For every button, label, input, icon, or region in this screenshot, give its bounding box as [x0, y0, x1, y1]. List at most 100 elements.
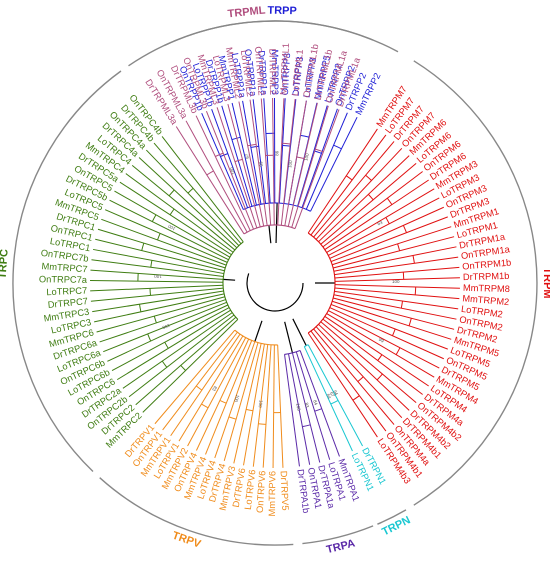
internal-node — [201, 403, 209, 409]
leaf-branch — [284, 354, 300, 467]
internal-node — [187, 187, 194, 194]
leaf-branch — [187, 337, 247, 447]
leaf-branch — [238, 101, 265, 227]
internal-node — [169, 208, 175, 216]
leaf-branch — [205, 340, 253, 455]
family-root-arc — [222, 241, 244, 320]
leaf-label: OnTRPM1b — [462, 257, 512, 271]
leaf-branch — [252, 344, 269, 467]
leaf-branch — [322, 318, 423, 395]
leaf-branch — [313, 141, 395, 238]
leaf-branch — [313, 328, 395, 425]
leaf-branch — [116, 309, 231, 381]
leaf-label: LoTRPC7 — [46, 286, 87, 298]
leaf-branch — [334, 287, 460, 300]
bootstrap-label: 100 — [167, 223, 176, 231]
internal-node — [141, 242, 145, 251]
leaf-branch — [205, 110, 254, 230]
internal-node — [282, 145, 291, 147]
leaf-branch — [263, 98, 271, 204]
leaf-branch — [334, 277, 460, 282]
leaf-branch — [99, 299, 226, 343]
leaf-branch — [287, 102, 318, 227]
leaf-branch — [170, 333, 241, 437]
leaf-branch — [138, 157, 238, 249]
leaf-branch — [291, 352, 321, 463]
leaf-label: OnTRPC7a — [39, 274, 88, 285]
internal-node — [245, 408, 253, 412]
leaf-branch — [122, 312, 233, 389]
bootstrap-label: 100 — [303, 152, 310, 161]
bootstrap-label: 67 — [329, 391, 336, 398]
internal-node — [395, 347, 401, 355]
family-label: TRPM — [541, 267, 550, 298]
family-stem — [254, 320, 263, 342]
internal-node — [400, 300, 403, 309]
leaf-branch — [201, 112, 244, 210]
root-arc-inner — [246, 273, 304, 312]
bootstrap-label: 100 — [229, 166, 236, 175]
family-bracket — [413, 60, 538, 506]
bootstrap-label: 84 — [312, 399, 318, 406]
leaf-branch — [109, 199, 229, 261]
leaf-branch — [280, 99, 296, 226]
internal-node — [151, 214, 157, 222]
leaf-branch — [299, 350, 340, 457]
leaf-label: MmTRPM8 — [463, 283, 510, 294]
leaf-branch — [135, 316, 237, 406]
internal-node — [352, 395, 360, 401]
leaf-branch — [185, 120, 248, 233]
leaf-branch — [90, 284, 224, 292]
leaf-branch — [114, 190, 231, 258]
leaf-branch — [333, 294, 457, 320]
internal-node — [376, 373, 383, 381]
leaf-label: DrTRPC7 — [47, 296, 88, 310]
internal-node — [357, 376, 364, 382]
leaf-branch — [291, 105, 329, 228]
leaf-branch — [211, 109, 249, 209]
leaf-label: MmTRPM2 — [462, 293, 510, 307]
leaf-branch — [249, 99, 268, 226]
internal-node — [333, 144, 342, 150]
leaf-branch — [277, 98, 285, 226]
internal-node — [157, 233, 161, 241]
leaf-branch — [214, 341, 256, 459]
leaf-label: DrTRPV5 — [279, 471, 291, 511]
leaf-branch — [324, 179, 429, 251]
leaf-branch — [131, 164, 236, 251]
internal-node — [153, 315, 157, 324]
leaf-branch — [221, 105, 253, 207]
leaf-branch — [95, 238, 225, 272]
leaf-branch — [305, 112, 348, 210]
family-brackets — [12, 20, 538, 546]
leaf-branch — [142, 319, 239, 413]
leaf-branch — [242, 100, 262, 205]
internal-node — [300, 134, 310, 138]
internal-node — [368, 194, 374, 201]
leaf-branch — [119, 181, 232, 256]
leaf-label: OnTRPML2 — [253, 46, 267, 96]
family-stem — [223, 278, 236, 281]
leaf-branch — [92, 290, 224, 313]
internal-node — [408, 318, 412, 326]
leaf-branch — [90, 280, 224, 283]
tree-branches — [90, 97, 460, 468]
leaf-branch — [145, 149, 240, 246]
family-bracket — [128, 20, 374, 67]
leaf-branch — [320, 321, 417, 403]
leaf-branch — [324, 315, 429, 387]
leaf-label: OnTRPP3 — [280, 53, 292, 96]
internal-node — [219, 399, 227, 404]
internal-node — [386, 197, 393, 205]
leaf-branch — [90, 287, 224, 302]
leaf-branch — [94, 293, 225, 323]
internal-node — [314, 408, 322, 412]
leaf-label: DrTRPM1b — [463, 271, 510, 282]
leaf-label: OnTRPV6 — [255, 470, 268, 513]
internal-node — [228, 416, 237, 420]
leaf-branch — [332, 226, 452, 266]
internal-node — [149, 288, 151, 296]
internal-node — [206, 170, 214, 176]
leaf-branch — [294, 109, 340, 229]
bootstrap-label: 100 — [295, 403, 301, 412]
